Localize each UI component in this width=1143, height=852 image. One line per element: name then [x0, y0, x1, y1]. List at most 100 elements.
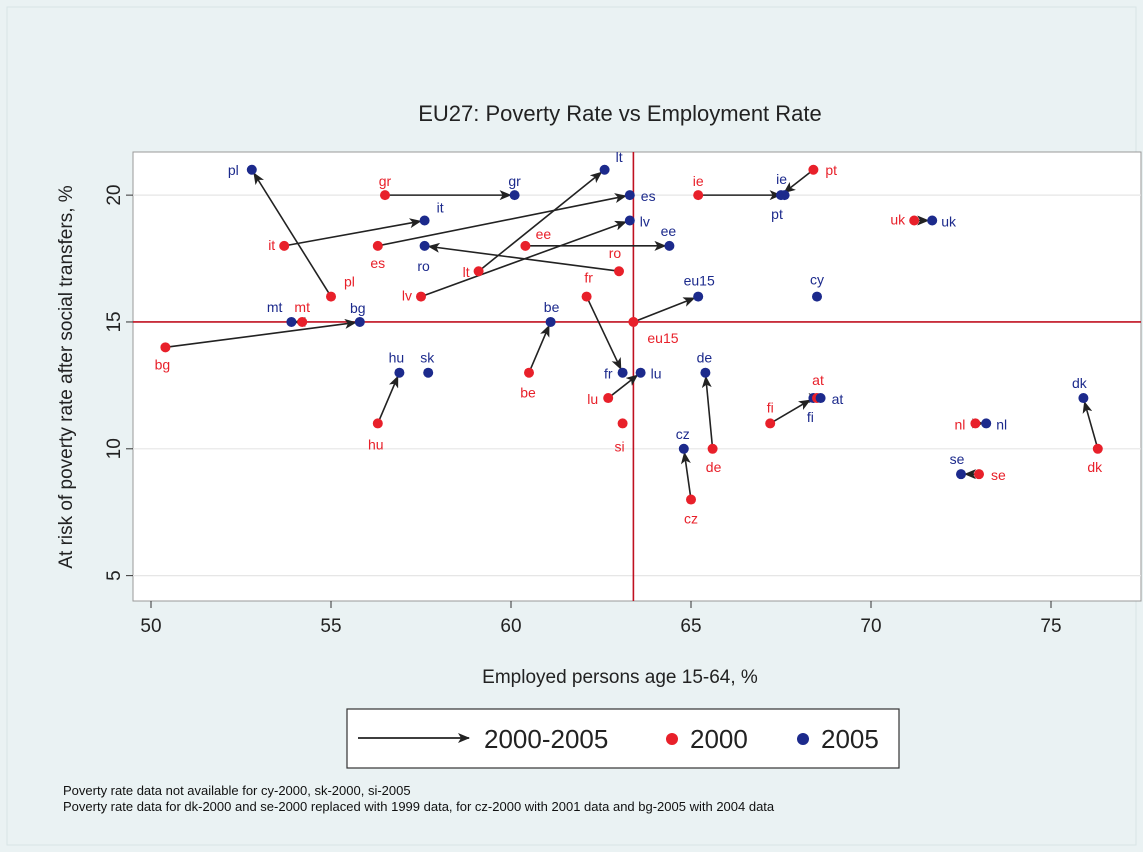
label-2000-lt: lt [463, 264, 470, 280]
label-2000-fr: fr [584, 270, 593, 286]
label-2005-nl: nl [996, 416, 1007, 432]
axes: 5 10 15 20 50 55 60 65 70 75 [104, 185, 1062, 637]
point-2005-dk [1078, 393, 1089, 404]
point-2005-cy [812, 291, 822, 302]
point-2000-ie [693, 190, 704, 201]
label-2000-pl: pl [344, 274, 355, 290]
label-2000-dk: dk [1087, 459, 1103, 475]
legend-label-2005: 2005 [821, 724, 879, 754]
point-2000-uk [909, 215, 920, 226]
label-2005-ro: ro [417, 258, 430, 274]
arrow-eu15 [633, 297, 696, 323]
y-tick-label-5: 5 [104, 570, 125, 581]
label-2000-at: at [812, 372, 824, 388]
label-2005-cz: cz [676, 426, 690, 442]
label-2005-it: it [437, 199, 444, 215]
point-2005-cz [678, 443, 689, 454]
label-2000-es: es [370, 255, 385, 271]
label-2005-gr: gr [508, 173, 521, 189]
point-2005-ee [664, 240, 675, 251]
legend-label-arrow: 2000-2005 [484, 724, 608, 754]
point-2005-lt [599, 164, 610, 175]
y-tick-label-20: 20 [104, 185, 125, 206]
point-2000-ee [520, 240, 531, 251]
label-2005-lu: lu [651, 366, 662, 382]
label-2000-lv: lv [402, 288, 412, 304]
data-points [160, 164, 1103, 505]
x-axis-label: Employed persons age 15-64, % [482, 667, 758, 688]
point-2000-be [524, 367, 534, 378]
arrow-hu [377, 375, 399, 424]
label-2000-fi: fi [767, 399, 774, 415]
point-2000-ro [614, 266, 624, 277]
label-2000-gr: gr [379, 173, 392, 189]
arrow-dk [1082, 400, 1099, 450]
point-2005-ro [419, 240, 430, 251]
point-2005-de [700, 367, 711, 378]
point-2000-it [279, 240, 290, 251]
label-2000-ie: ie [693, 173, 704, 189]
label-2000-pt: pt [825, 162, 837, 178]
arrow-es [377, 193, 627, 247]
arrow-lv [420, 220, 627, 298]
point-2005-sk [423, 367, 434, 378]
point-2000-si [617, 418, 628, 429]
point-2005-uk [927, 215, 938, 226]
legend: 2000-2005 2000 2005 [346, 708, 900, 769]
point-2000-es [372, 240, 383, 251]
label-2005-de: de [697, 350, 713, 366]
footnote-2: Poverty rate data for dk-2000 and se-200… [63, 799, 775, 814]
chart-title: EU27: Poverty Rate vs Employment Rate [418, 101, 822, 126]
point-2005-at [815, 393, 826, 404]
point-2000-gr [380, 190, 390, 201]
point-2005-nl [981, 418, 992, 429]
label-2005-ee: ee [661, 223, 677, 239]
point-2000-fr [581, 291, 592, 302]
arrow-cz [680, 451, 692, 500]
label-2005-pt: pt [771, 206, 783, 222]
arrow-fr [585, 296, 622, 370]
label-2000-se: se [991, 467, 1006, 483]
y-axis-label: At risk of poverty rate after social tra… [56, 185, 77, 568]
point-2005-eu15 [693, 291, 704, 302]
label-2005-bg: bg [350, 300, 366, 316]
label-2005-ie: ie [776, 171, 787, 187]
footnote-1: Poverty rate data not available for cy-2… [63, 783, 411, 798]
point-2000-de [707, 443, 718, 454]
point-2005-lu [635, 367, 646, 378]
point-2000-bg [160, 342, 171, 353]
point-2000-se [974, 469, 984, 480]
arrow-it [284, 218, 422, 247]
legend-point-2005 [797, 733, 809, 745]
x-tick-label-50: 50 [140, 616, 161, 637]
arrow-bg [165, 318, 357, 349]
point-2005-mt [286, 316, 297, 327]
label-2005-uk: uk [941, 213, 957, 229]
label-2000-cz: cz [684, 511, 698, 527]
label-2005-eu15: eu15 [684, 273, 715, 289]
point-2000-lt [473, 266, 484, 277]
label-2005-sk: sk [420, 350, 435, 366]
point-2000-dk [1092, 443, 1103, 454]
label-2000-si: si [615, 438, 625, 454]
label-2005-be: be [544, 299, 560, 315]
arrow-pl [253, 172, 332, 298]
label-2005-mt: mt [267, 299, 283, 315]
point-2000-mt [297, 316, 308, 327]
label-2005-lt: lt [616, 149, 623, 165]
point-2005-hu [394, 367, 405, 378]
point-2005-fr [617, 367, 628, 378]
label-2005-hu: hu [389, 350, 405, 366]
arrow-lt [478, 171, 603, 272]
point-2005-gr [509, 190, 520, 201]
label-2005-se: se [950, 451, 965, 467]
label-2000-ee: ee [536, 226, 552, 242]
arrow-lu [607, 374, 639, 399]
label-2000-mt: mt [294, 299, 310, 315]
point-2000-eu15 [628, 316, 639, 327]
point-2000-pt [808, 164, 819, 175]
point-2000-fi [765, 418, 776, 429]
point-2005-be [545, 316, 556, 327]
